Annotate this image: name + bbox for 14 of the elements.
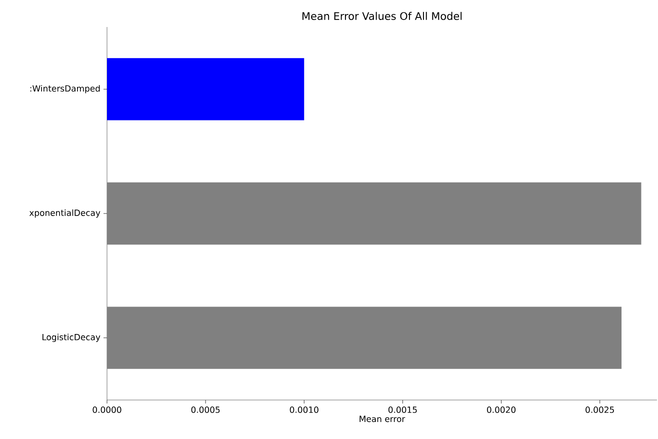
y-tick-label: xponentialDecay	[29, 209, 100, 218]
bar	[107, 58, 304, 120]
bar	[107, 306, 622, 369]
x-tick-label: 0.0000	[92, 406, 122, 413]
bar	[107, 182, 642, 245]
x-tick-label: 0.0020	[487, 406, 516, 413]
y-tick-label: LogisticDecay	[42, 334, 100, 342]
chart-title: Mean Error Values Of All Model	[302, 12, 462, 20]
x-tick-label: 0.0010	[290, 406, 318, 413]
x-tick-label: 0.0025	[586, 406, 614, 413]
y-tick-label: :WintersDamped	[30, 85, 100, 94]
x-tick-label: 0.0005	[191, 406, 220, 413]
x-tick-label: 0.0015	[388, 406, 417, 413]
x-axis-title: Mean error	[360, 416, 406, 422]
